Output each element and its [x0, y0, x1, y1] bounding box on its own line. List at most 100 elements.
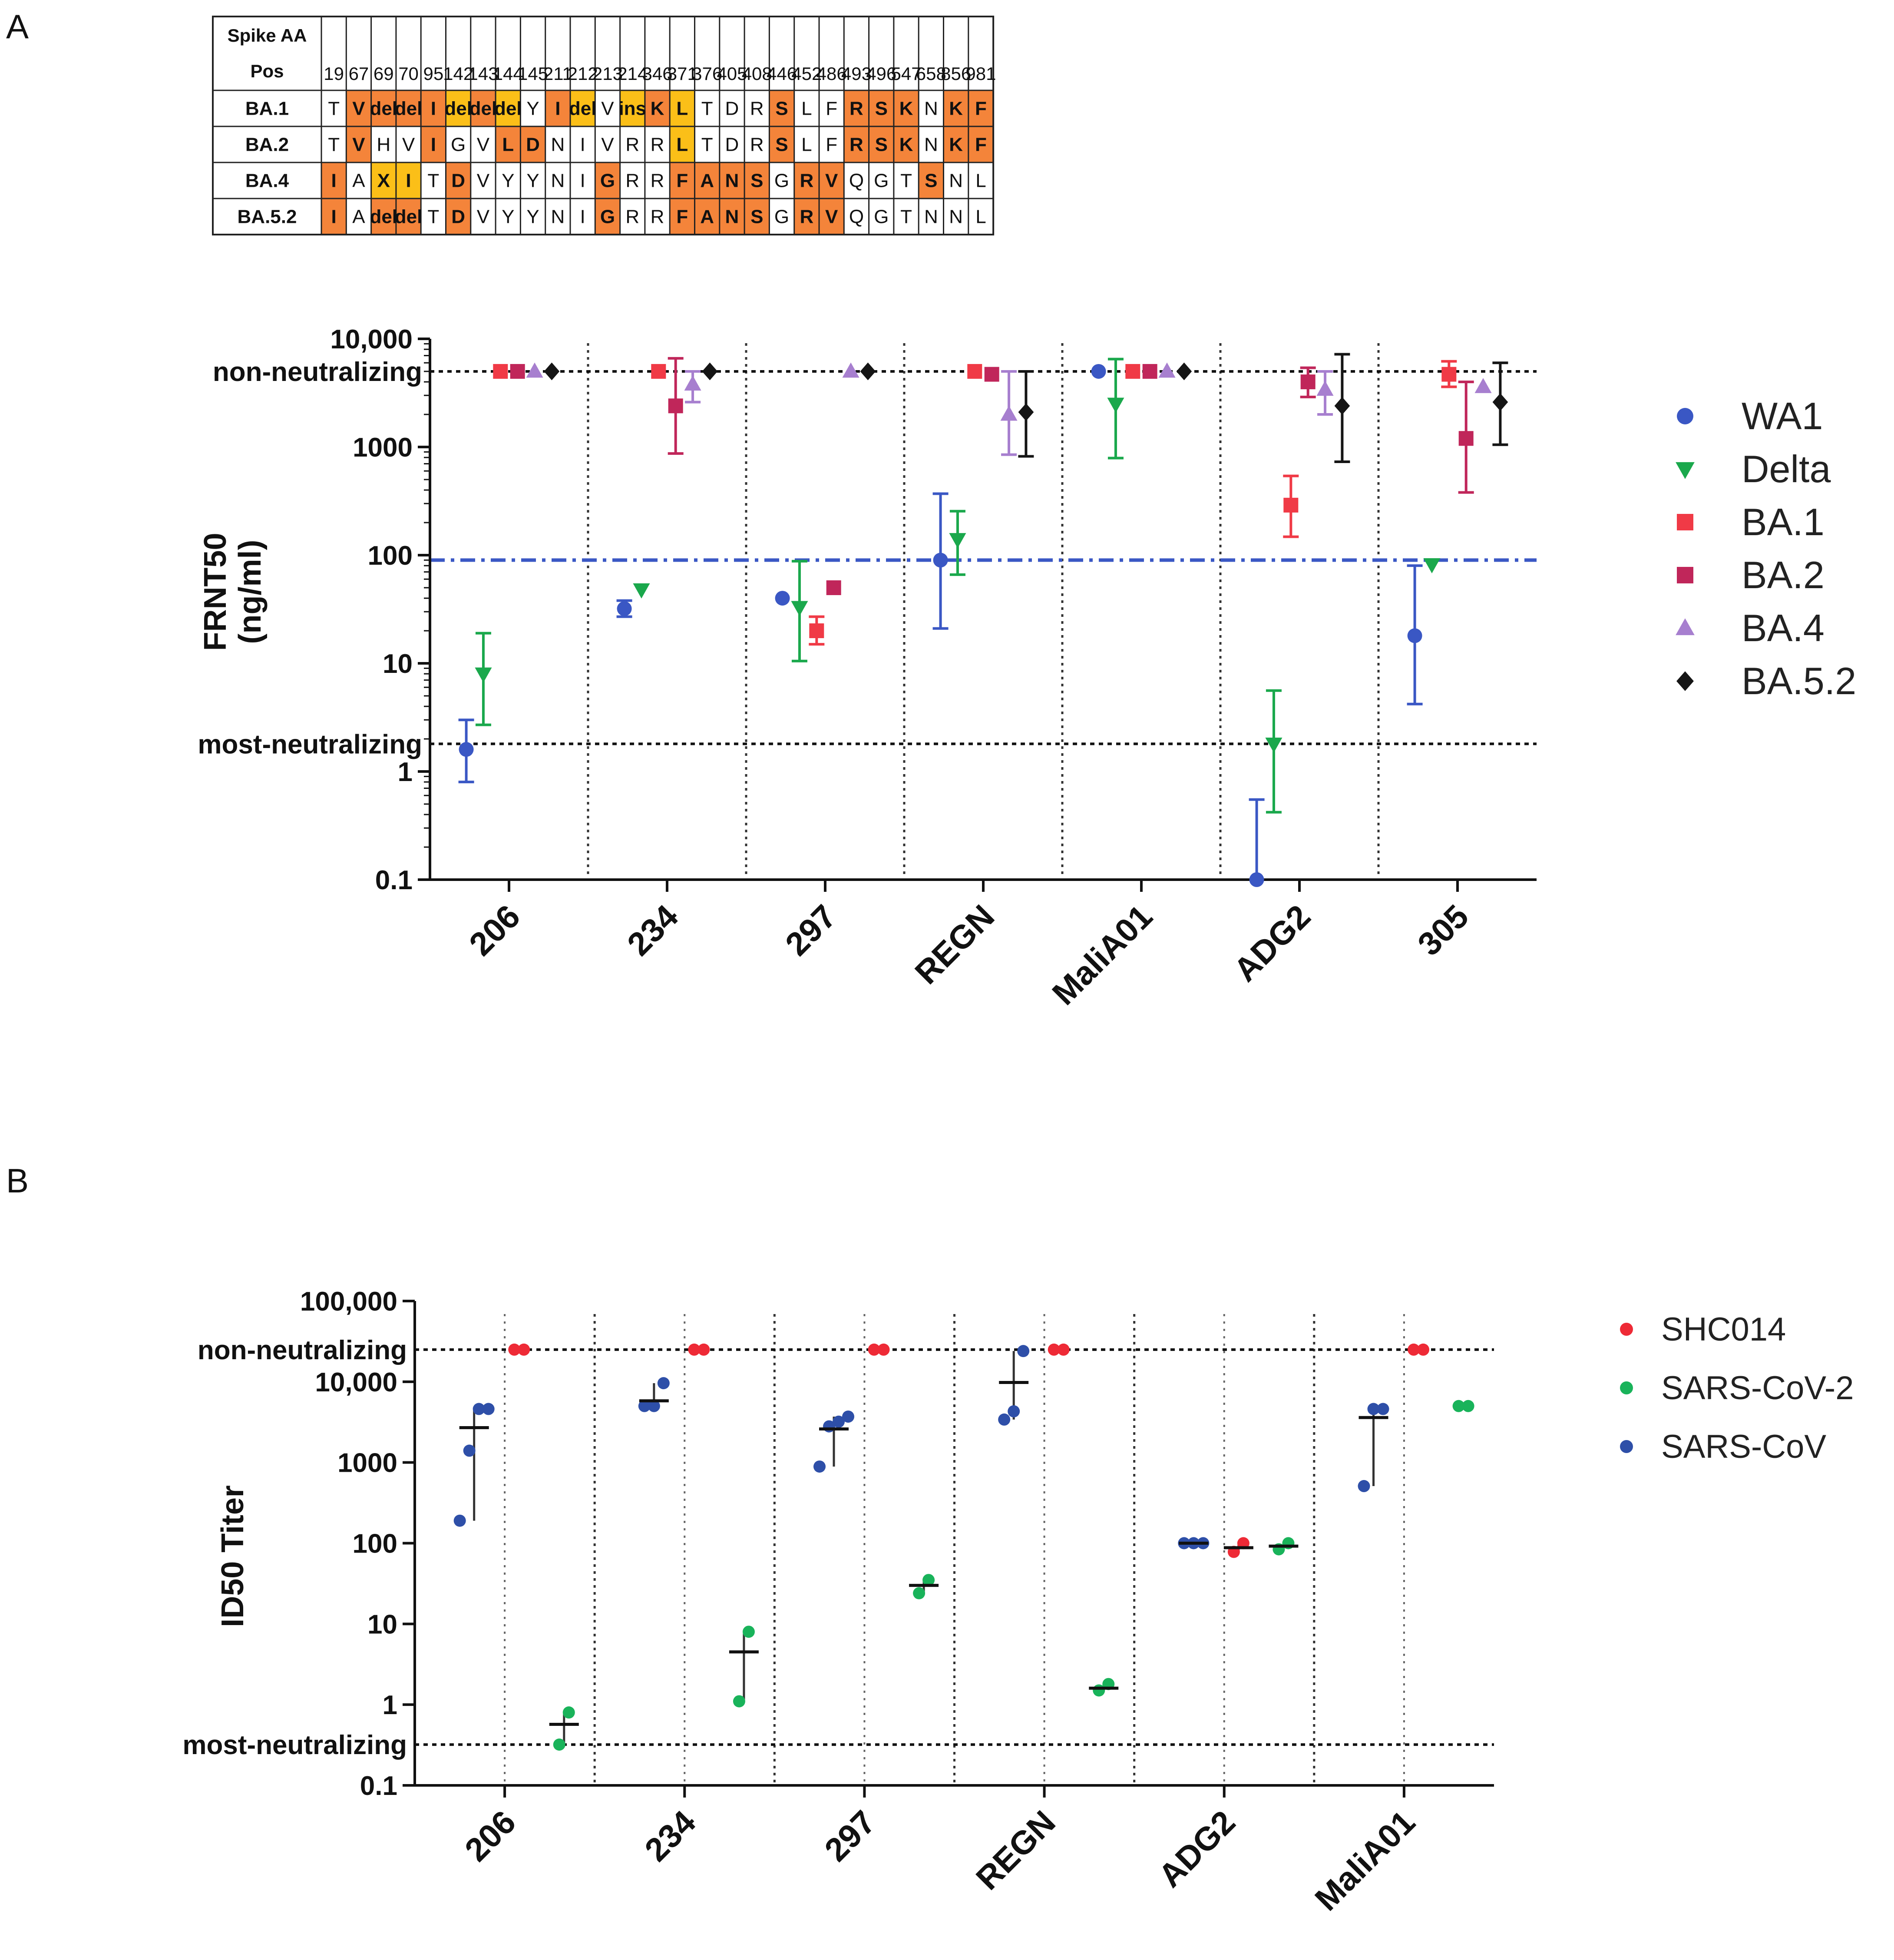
data-point [842, 1410, 855, 1423]
table-cell: N [924, 98, 938, 119]
table-cell: K [899, 134, 913, 156]
table-cell-bg [919, 90, 944, 126]
data-point [913, 1587, 926, 1599]
table-cell: T [701, 98, 713, 119]
table-row-name: BA.1 [245, 98, 289, 119]
table-cell: del [395, 206, 423, 228]
data-point [553, 1738, 565, 1751]
table-position: 856 [941, 63, 971, 84]
table-cell: V [825, 170, 838, 192]
table-cell-bg [545, 199, 570, 235]
table-position: 213 [592, 63, 623, 84]
data-point [1300, 374, 1316, 390]
table-position: 70 [398, 63, 419, 84]
table-cell: S [775, 134, 788, 156]
data-point [510, 364, 525, 379]
table-cell: R [800, 206, 813, 228]
table-cell: L [975, 170, 986, 192]
legend-marker [1620, 1323, 1633, 1336]
table-position: 405 [717, 63, 747, 84]
data-point [860, 362, 876, 381]
data-point [842, 362, 859, 378]
table-cell: R [849, 98, 863, 119]
table-cell-bg [570, 199, 595, 235]
data-point [526, 362, 543, 378]
table-cell-bg [595, 126, 620, 162]
table-cell-bg [769, 90, 794, 126]
table-cell: S [925, 170, 937, 192]
table-cell-bg [794, 162, 819, 199]
table-cell: Y [502, 206, 514, 228]
table-cell-bg [794, 90, 819, 126]
table-cell: N [924, 206, 938, 228]
table-cell: G [451, 134, 466, 156]
table-cell-bg [769, 199, 794, 235]
chart-b: non-neutralizing most-neutralizing 100,000… [182, 1287, 1494, 1918]
table-cell: Q [849, 170, 864, 192]
data-point [459, 742, 474, 757]
table-cell-bg [321, 126, 347, 162]
table-position: 376 [692, 63, 722, 84]
table-cell: I [331, 170, 337, 192]
table-cell-bg [844, 199, 869, 235]
table-cell-bg [893, 162, 919, 199]
table-cell-bg [968, 90, 994, 126]
x-tick-label: 297 [818, 1804, 883, 1869]
table-cell: T [900, 170, 912, 192]
table-cell-bg [670, 199, 695, 235]
table-cell-bg [446, 199, 471, 235]
data-point [1441, 367, 1457, 382]
table-cell-bg [371, 199, 396, 235]
data-point [742, 1626, 755, 1638]
legend-label: SARS-CoV-2 [1661, 1370, 1854, 1407]
table-cell: Y [526, 98, 539, 119]
table-cell: ins [618, 98, 646, 119]
legend-label: BA.2 [1742, 553, 1825, 596]
x-tick-label: ADG2 [1227, 898, 1318, 989]
table-cell: A [700, 170, 714, 192]
table-cell: L [801, 98, 812, 119]
table-cell: V [352, 134, 365, 156]
table-cell: I [580, 170, 585, 192]
data-point [1057, 1343, 1070, 1356]
table-cell: R [750, 134, 764, 156]
data-point [1283, 497, 1299, 513]
y-axis-label: FRNT50 [198, 533, 233, 651]
x-tick-label: ADG2 [1151, 1804, 1242, 1894]
chart-b-legend: SHC014 SARS-CoV-2 SARS-CoV [1620, 1311, 1854, 1465]
y-tick-label: 0.1 [360, 1771, 397, 1801]
table-cell: D [451, 206, 465, 228]
data-point [775, 591, 790, 606]
table-cell-bg [893, 199, 919, 235]
table-cell: I [580, 134, 585, 156]
data-point [1018, 403, 1034, 421]
table-cell: V [477, 134, 490, 156]
table-cell-bg [520, 90, 545, 126]
table-cell-bg [396, 162, 421, 199]
table-cell-bg [520, 199, 545, 235]
reference-line-label: non-neutralizing [213, 357, 422, 387]
table-cell-bg [321, 162, 347, 199]
table-cell-bg [545, 126, 570, 162]
table-cell-bg [744, 162, 770, 199]
table-cell-bg [570, 90, 595, 126]
table-cell-bg [321, 199, 347, 235]
data-point [998, 1413, 1011, 1426]
table-position: 95 [423, 63, 443, 84]
data-point [648, 1400, 660, 1412]
table-cell: G [774, 206, 789, 228]
data-point [1417, 1343, 1430, 1356]
table-cell-bg [844, 90, 869, 126]
table-cell-bg [943, 90, 968, 126]
table-cell: F [975, 134, 987, 156]
legend-marker [1677, 567, 1693, 583]
table-cell-bg [645, 90, 670, 126]
legend-marker [1677, 514, 1693, 530]
table-row-name: BA.5.2 [238, 206, 297, 228]
table-cell: del [494, 98, 522, 119]
table-cell-bg [968, 162, 994, 199]
table-cell: N [725, 170, 739, 192]
table-cell: S [775, 98, 788, 119]
data-point [617, 601, 632, 616]
